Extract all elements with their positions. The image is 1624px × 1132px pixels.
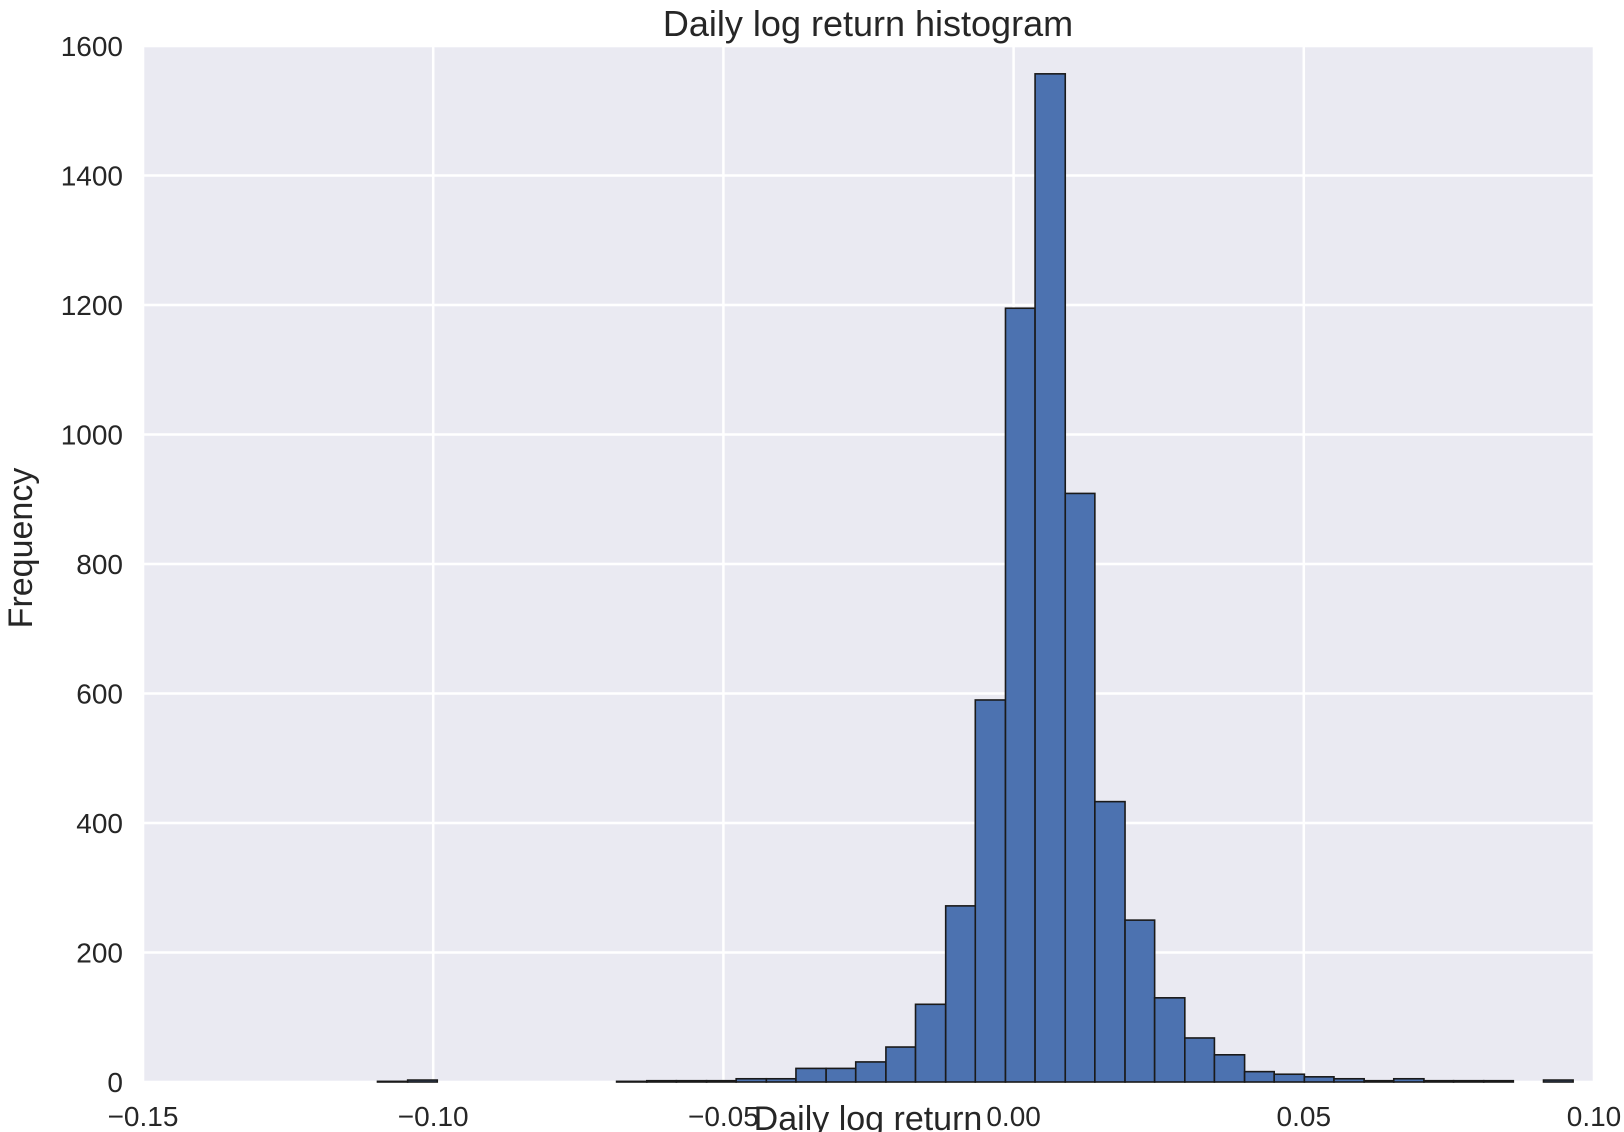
x-tick-label: 0.00	[986, 1101, 1041, 1132]
histogram-bar	[1273, 1073, 1306, 1083]
histogram-bar	[675, 1079, 708, 1083]
histogram-bar	[1153, 997, 1186, 1083]
histogram-bar	[1303, 1076, 1335, 1083]
x-tick-labels: −0.15 −0.10 −0.05 0.00 0.05 0.10	[108, 1101, 1622, 1132]
y-tick-label: 400	[76, 808, 123, 839]
histogram-bar	[1124, 919, 1156, 1083]
histogram-bar	[974, 699, 1007, 1083]
histogram-bar	[1452, 1079, 1485, 1083]
x-tick-label: −0.15	[108, 1101, 179, 1132]
histogram-bar	[854, 1061, 887, 1083]
y-tick-label: 0	[107, 1067, 123, 1098]
histogram-bar	[914, 1003, 947, 1083]
x-tick-label: −0.10	[398, 1101, 469, 1132]
histogram-bar	[795, 1067, 827, 1083]
histogram-bar	[1184, 1037, 1216, 1083]
y-tick-label: 800	[76, 549, 123, 580]
histogram-bar	[705, 1079, 737, 1083]
grid-lines	[141, 44, 1596, 1084]
histogram-bar	[1064, 492, 1096, 1083]
y-axis-title: Frequency	[2, 468, 40, 629]
histogram-bar	[765, 1077, 797, 1083]
histogram-bar	[406, 1079, 439, 1083]
histogram-bar	[944, 905, 977, 1083]
y-tick-label: 200	[76, 938, 123, 969]
y-tick-labels: 0 200 400 600 800 1000 1200 1400 1600	[61, 31, 123, 1098]
histogram-bar	[1034, 73, 1067, 1083]
y-tick-label: 1000	[61, 420, 123, 451]
histogram-bar	[615, 1080, 648, 1083]
histogram-bars	[376, 73, 1574, 1083]
y-tick-label: 1200	[61, 290, 123, 321]
histogram-bar	[1333, 1077, 1365, 1083]
histogram-bar	[645, 1079, 678, 1083]
x-tick-label: −0.05	[688, 1101, 759, 1132]
histogram-bar	[885, 1046, 917, 1083]
chart-title: Daily log return histogram	[663, 3, 1073, 44]
histogram-bar	[1243, 1070, 1275, 1083]
histogram-bar	[825, 1067, 857, 1083]
x-tick-label: 0.05	[1277, 1101, 1332, 1132]
x-axis-title: Daily log return	[754, 1100, 983, 1132]
histogram-bar	[1213, 1054, 1246, 1083]
histogram-bar	[1094, 800, 1126, 1083]
y-tick-label: 1600	[61, 31, 123, 62]
histogram-bar	[1392, 1077, 1425, 1083]
histogram-bar	[376, 1080, 409, 1083]
histogram-bar	[1004, 307, 1036, 1083]
y-tick-label: 1400	[61, 161, 123, 192]
x-tick-label: 0.10	[1567, 1101, 1622, 1132]
histogram-bar	[1482, 1079, 1515, 1083]
histogram-bar	[1363, 1079, 1395, 1083]
histogram-bar	[1423, 1079, 1455, 1083]
histogram-bar	[735, 1077, 768, 1083]
y-tick-label: 600	[76, 679, 123, 710]
histogram-bar	[1542, 1079, 1574, 1083]
